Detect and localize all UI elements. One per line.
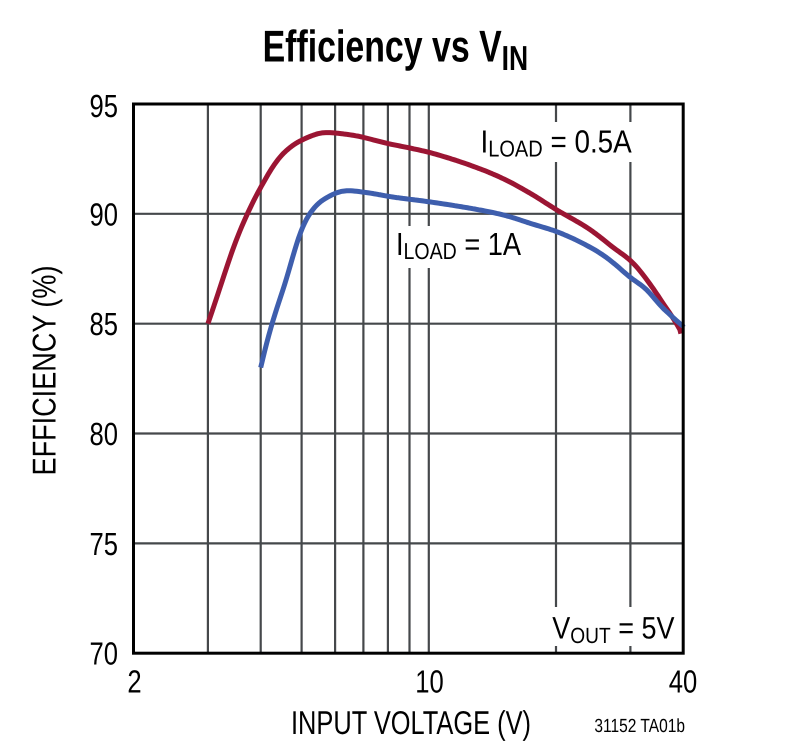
svg-text:75: 75: [90, 526, 118, 562]
svg-text:85: 85: [90, 306, 118, 342]
svg-text:95: 95: [90, 88, 118, 124]
svg-text:70: 70: [90, 636, 118, 672]
svg-text:90: 90: [90, 196, 118, 232]
svg-text:Efficiency vs VIN: Efficiency vs VIN: [263, 23, 529, 79]
svg-text:31152 TA01b: 31152 TA01b: [594, 716, 685, 737]
svg-text:10: 10: [415, 664, 443, 700]
svg-text:INPUT VOLTAGE (V): INPUT VOLTAGE (V): [291, 704, 531, 741]
svg-text:40: 40: [669, 664, 697, 700]
svg-text:2: 2: [127, 664, 141, 700]
svg-text:VOUT = 5V: VOUT = 5V: [552, 611, 674, 648]
svg-text:80: 80: [90, 416, 118, 452]
svg-text:EFFICIENCY (%): EFFICIENCY (%): [26, 266, 63, 476]
